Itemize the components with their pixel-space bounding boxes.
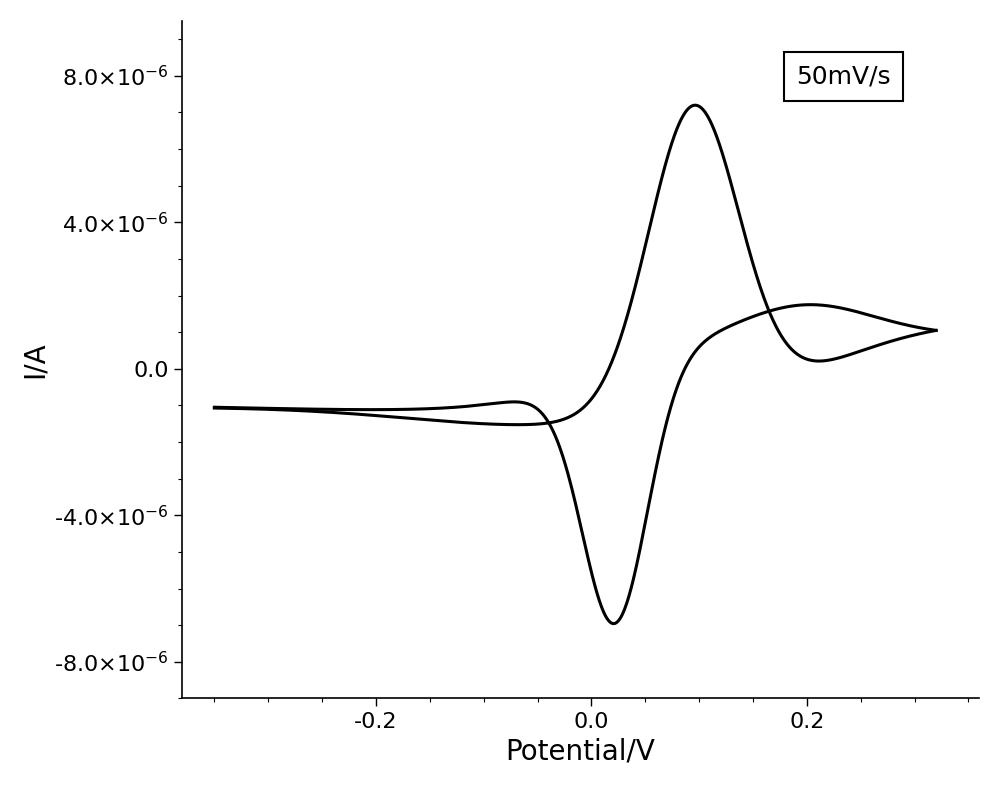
X-axis label: Potential/V: Potential/V: [506, 737, 656, 765]
Text: 50mV/s: 50mV/s: [796, 65, 891, 89]
Y-axis label: I/A: I/A: [21, 341, 49, 378]
